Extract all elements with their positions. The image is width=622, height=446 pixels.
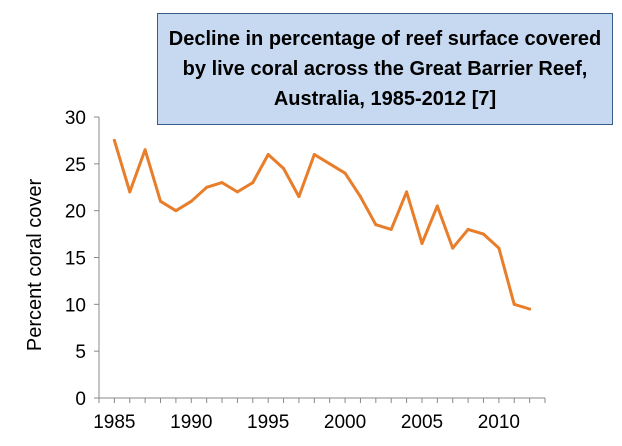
y-tick-label: 30 <box>65 108 86 129</box>
x-tick-label: 1995 <box>247 412 289 433</box>
y-axis-label: Percent coral cover <box>24 179 46 352</box>
data-point <box>143 148 147 152</box>
data-point <box>282 167 286 171</box>
data-point <box>466 227 470 231</box>
y-tick-label: 20 <box>65 202 86 223</box>
data-point <box>235 190 239 194</box>
data-point <box>343 171 347 175</box>
tick-labels: 0 5 10 15 20 25 30 1985 1990 1995 2000 2005 2010 <box>65 108 520 433</box>
data-point <box>297 195 301 199</box>
data-point <box>205 185 209 189</box>
data-point <box>435 204 439 208</box>
chart-title-box: Decline in percentage of reef surface co… <box>157 13 613 125</box>
data-point <box>159 199 163 203</box>
data-point <box>220 181 224 185</box>
data-point <box>312 152 316 156</box>
data-point <box>358 195 362 199</box>
x-tick-label: 2000 <box>324 412 366 433</box>
data-point <box>481 232 485 236</box>
data-point <box>528 307 532 311</box>
data-point <box>266 152 270 156</box>
data-point <box>174 209 178 213</box>
data-point <box>389 227 393 231</box>
data-point <box>497 246 501 250</box>
data-point <box>451 246 455 250</box>
y-tick-label: 5 <box>75 342 86 363</box>
data-point <box>112 138 116 142</box>
y-tick-label: 25 <box>65 155 86 176</box>
x-tick-label: 1990 <box>170 412 212 433</box>
data-point <box>251 181 255 185</box>
data-point <box>405 190 409 194</box>
series-layer <box>112 138 532 311</box>
data-point <box>512 302 516 306</box>
data-point <box>189 199 193 203</box>
data-point <box>128 190 132 194</box>
data-point <box>420 241 424 245</box>
chart-title: Decline in percentage of reef surface co… <box>168 28 602 110</box>
series-line <box>112 138 532 311</box>
axes <box>94 116 546 403</box>
x-tick-label: 2005 <box>401 412 443 433</box>
y-tick-label: 15 <box>65 249 86 270</box>
y-tick-label: 0 <box>75 389 86 410</box>
data-point <box>328 162 332 166</box>
x-tick-label: 2010 <box>478 412 520 433</box>
y-tick-label: 10 <box>65 295 86 316</box>
x-tick-label: 1985 <box>93 412 135 433</box>
data-point <box>374 223 378 227</box>
